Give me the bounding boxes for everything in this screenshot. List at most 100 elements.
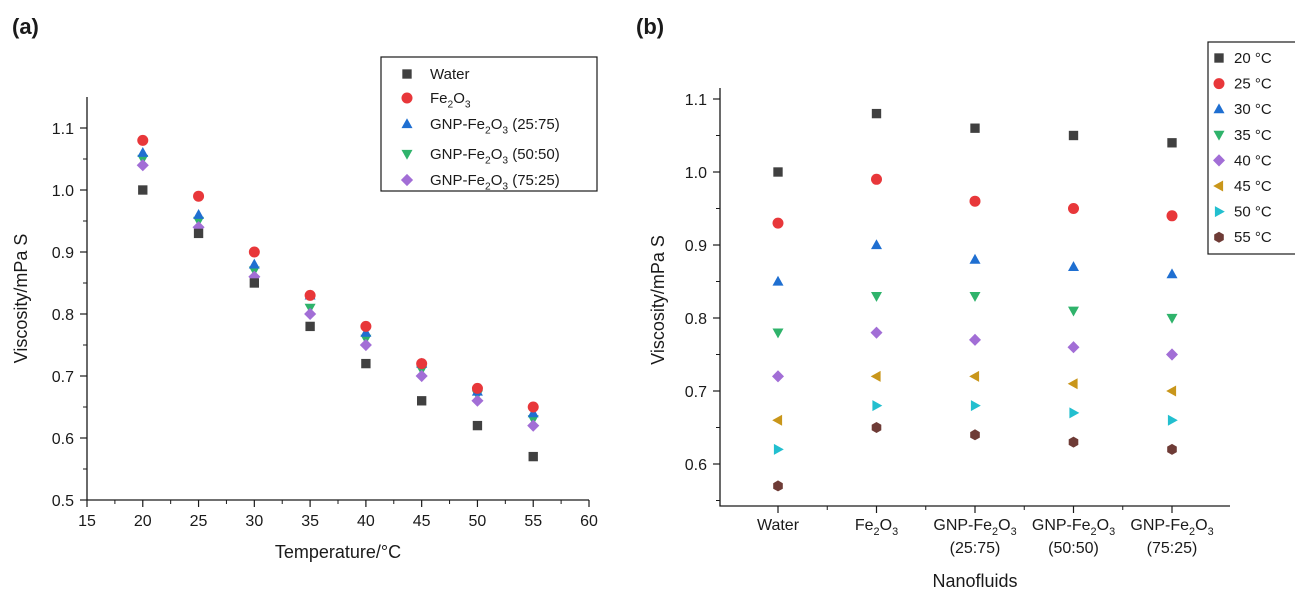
y-tick-label-b: 0.6 [685,457,707,474]
category-label-ratio: (75:25) [1147,540,1198,557]
y-tick-label-a: 0.6 [52,431,74,448]
legend-label-fe2o3: Fe2​O3​ [430,90,471,111]
y-tick-label-a: 0.7 [52,369,74,386]
category-label-fe2o3: Fe2​O3​ [855,517,898,538]
data-point-40-c [772,370,784,383]
legend-marker-25-c [1213,78,1225,90]
legend-label-35-c: 35 °C [1234,127,1272,144]
category-label-gnp-fe2o3-50-50: GNP-Fe2​O3​ [1032,517,1115,538]
data-point-50-c [970,400,981,412]
y-tick-label-b: 0.8 [685,311,707,328]
data-point-45-c [1067,378,1078,390]
legend-label-gnp-fe2o3-25-75: GNP-Fe2​O3​ (25:75) [430,116,560,137]
legend-a [380,56,598,192]
legend-marker-gnp-fe2o3-50-50 [401,149,413,160]
x-tick-label-a: 45 [413,513,431,530]
data-point-fe2o3 [193,190,205,202]
y-tick-label-a: 0.9 [52,245,74,262]
legend-label-30-c: 30 °C [1234,101,1272,118]
data-point-35-c [1166,313,1178,324]
x-tick-label-a: 50 [469,513,487,530]
data-point-gnp-fe2o3-75-25 [527,419,540,432]
data-point-gnp-fe2o3-75-25 [359,338,372,352]
data-point-gnp-fe2o3-75-25 [304,307,317,320]
data-point-45-c [969,370,980,382]
data-point-40-c [1166,348,1178,361]
data-point-25-c [772,217,784,229]
legend-marker-gnp-fe2o3-25-75 [401,118,413,129]
legend-label-50-c: 50 °C [1234,204,1272,221]
legend-label-55-c: 55 °C [1234,229,1272,246]
data-point-30-c [871,239,882,250]
data-point-gnp-fe2o3-25-75 [248,258,260,269]
legend-label-gnp-fe2o3-50-50: GNP-Fe2​O3​ (50:50) [430,146,560,167]
data-point-25-c [871,173,882,185]
legend-marker-55-c [1214,231,1224,243]
data-point-55-c [1068,436,1079,448]
data-point-fe2o3 [304,289,316,301]
category-label-ratio: (50:50) [1048,540,1099,557]
category-label-gnp-fe2o3-25-75: GNP-Fe2​O3​ [933,517,1016,538]
data-point-30-c [1166,268,1178,279]
data-point-fe2o3 [416,358,428,370]
data-point-50-c [1069,407,1080,419]
legend-label-gnp-fe2o3-75-25: GNP-Fe2​O3​ (75:25) [430,172,560,193]
data-point-55-c [970,429,980,441]
x-tick-label-a: 35 [301,513,319,530]
data-point-gnp-fe2o3-25-75 [137,147,149,157]
legend-marker-water [402,69,412,79]
x-tick-label-a: 15 [78,513,96,530]
x-axis-label-a: Temperature/°C [275,542,401,562]
legend-marker-45-c [1213,180,1224,192]
data-point-30-c [969,253,981,264]
data-point-30-c [772,275,784,286]
data-point-water [472,420,483,431]
data-point-water [305,321,315,332]
y-tick-label-b: 0.9 [685,238,707,255]
legend-marker-30-c [1213,103,1225,114]
category-label-ratio: (25:75) [950,540,1001,557]
data-point-fe2o3 [527,401,539,413]
data-point-water [361,358,371,369]
x-tick-label-a: 60 [580,513,598,530]
y-tick-label-a: 0.8 [52,307,74,324]
data-point-55-c [773,480,783,492]
x-tick-label-a: 20 [134,513,152,530]
legend-label-25-c: 25 °C [1234,76,1272,93]
data-point-40-c [870,326,883,339]
data-point-gnp-fe2o3-75-25 [471,394,484,407]
data-point-35-c [969,292,981,302]
data-point-20-c [1068,130,1079,141]
data-point-fe2o3 [248,246,260,258]
data-point-50-c [872,400,883,412]
legend-marker-fe2o3 [401,92,413,104]
y-axis-label-b: Viscosity/mPa S [648,235,668,365]
panel-a: (a) 15 20 25 30 35 40 45 50 55 60 0.5 0.6 0.7 0.8 0.9 1.… [11,14,598,562]
y-tick-label-b: 0.7 [685,384,707,401]
data-point-55-c [1167,443,1177,455]
data-point-35-c [1068,306,1079,317]
data-point-25-c [969,195,981,207]
x-axis-label-b: Nanofluids [932,571,1017,590]
data-point-35-c [772,328,784,339]
y-tick-label-a: 1.1 [52,121,74,138]
data-point-45-c [1166,385,1177,397]
data-point-fe2o3 [360,320,372,332]
data-point-20-c [773,167,783,177]
data-point-25-c [1166,210,1178,222]
data-point-50-c [773,443,784,455]
data-point-55-c [871,422,882,433]
legend-marker-gnp-fe2o3-75-25 [400,173,414,187]
data-point-gnp-fe2o3-75-25 [136,159,149,172]
x-tick-label-a: 30 [245,513,263,530]
data-point-water [193,228,204,239]
data-point-45-c [870,370,881,382]
panel-label-a: (a) [12,14,39,39]
data-point-35-c [871,292,882,302]
data-point-20-c [871,108,882,119]
data-point-water [138,185,148,195]
legend-label-45-c: 45 °C [1234,178,1272,195]
y-axis-label-a: Viscosity/mPa S [11,234,31,364]
data-point-fe2o3 [137,134,149,146]
